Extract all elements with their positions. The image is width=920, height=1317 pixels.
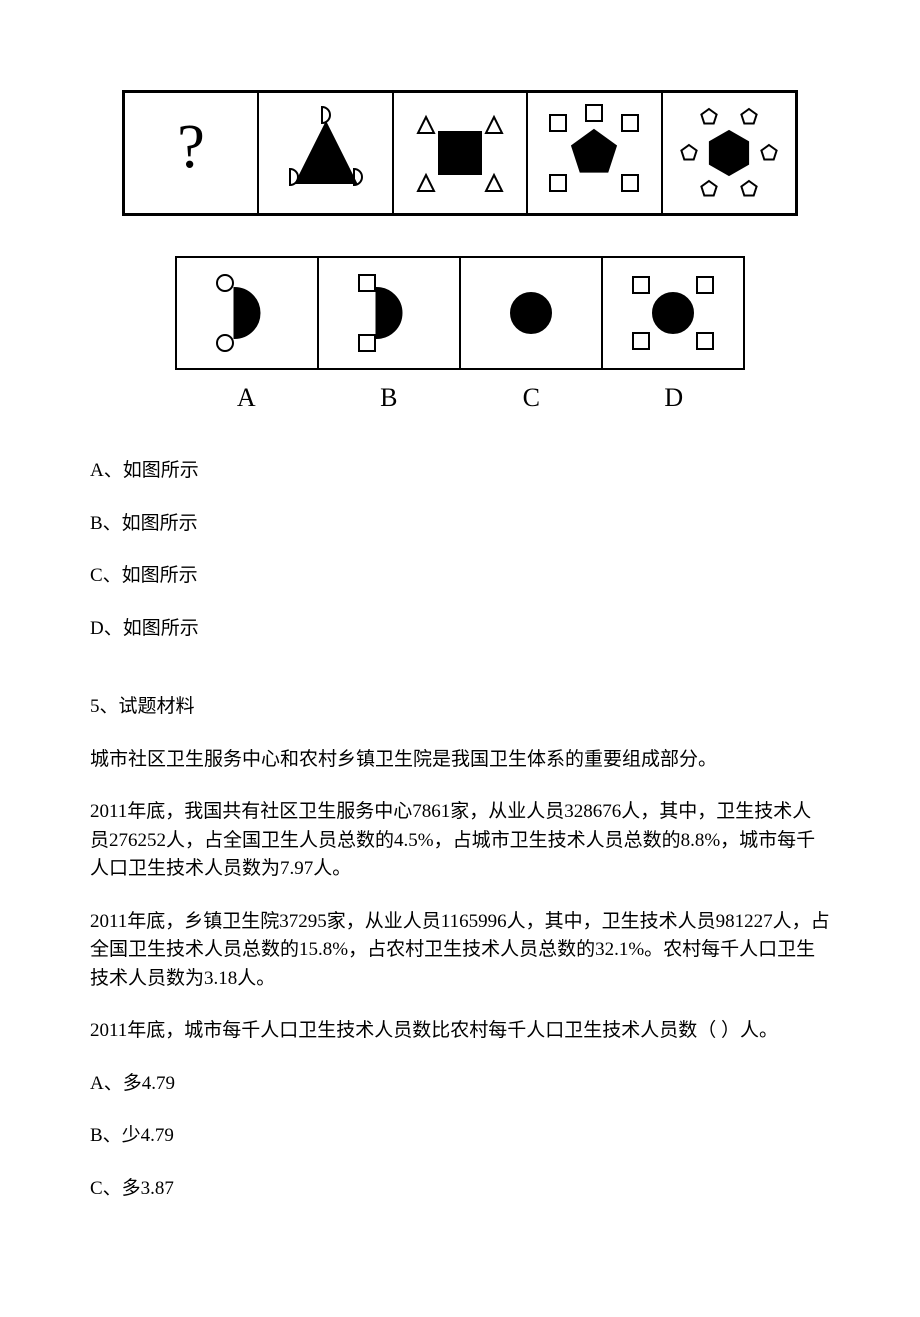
option-a[interactable]: A、如图所示 — [90, 457, 830, 486]
q5-number: 5、试题材料 — [90, 693, 830, 722]
q4-options: A、如图所示 B、如图所示 C、如图所示 D、如图所示 — [90, 457, 830, 643]
seq-cell-0: ? — [125, 93, 259, 213]
option-c[interactable]: C、如图所示 — [90, 562, 830, 591]
q5-option-c[interactable]: C、多3.87 — [90, 1175, 830, 1204]
seq-cell-2 — [394, 93, 528, 213]
ans-cell-B[interactable] — [319, 258, 461, 368]
label-C: C — [460, 370, 603, 417]
answer-row — [175, 256, 745, 370]
q5-option-b[interactable]: B、少4.79 — [90, 1122, 830, 1151]
q5-para-3: 2011年底，乡镇卫生院37295家，从业人员1165996人，其中，卫生技术人… — [90, 908, 830, 994]
label-D: D — [603, 370, 746, 417]
q5-para-2: 2011年底，我国共有社区卫生服务中心7861家，从业人员328676人，其中，… — [90, 798, 830, 884]
ans-cell-D[interactable] — [603, 258, 743, 368]
option-b[interactable]: B、如图所示 — [90, 510, 830, 539]
seq-cell-1 — [259, 93, 393, 213]
label-A: A — [175, 370, 318, 417]
option-d[interactable]: D、如图所示 — [90, 615, 830, 644]
sequence-row: ? — [122, 90, 798, 216]
seq-cell-3 — [528, 93, 662, 213]
q4-figure: ? ABCD — [90, 90, 830, 417]
ans-cell-A[interactable] — [177, 258, 319, 368]
q5-option-a[interactable]: A、多4.79 — [90, 1070, 830, 1099]
ans-cell-C[interactable] — [461, 258, 603, 368]
svg-text:?: ? — [177, 113, 205, 181]
label-B: B — [318, 370, 461, 417]
question-5: 5、试题材料 城市社区卫生服务中心和农村乡镇卫生院是我国卫生体系的重要组成部分。… — [90, 693, 830, 1203]
answer-labels: ABCD — [175, 370, 745, 417]
seq-cell-4 — [663, 93, 795, 213]
q5-para-1: 城市社区卫生服务中心和农村乡镇卫生院是我国卫生体系的重要组成部分。 — [90, 746, 830, 775]
q5-stem: 2011年底，城市每千人口卫生技术人员数比农村每千人口卫生技术人员数（ ）人。 — [90, 1017, 830, 1046]
